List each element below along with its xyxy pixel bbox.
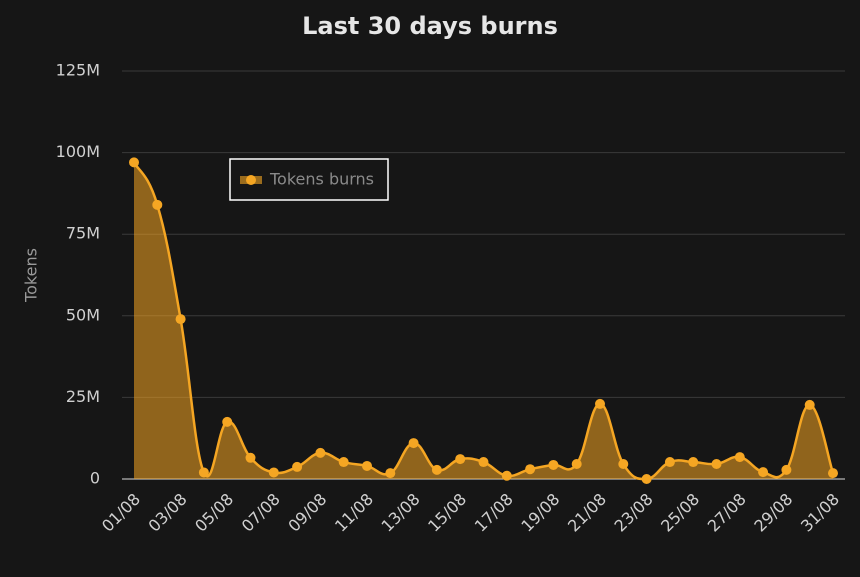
x-tick-label: 21/08 bbox=[564, 490, 610, 536]
point bbox=[688, 457, 699, 468]
point bbox=[618, 458, 629, 469]
point bbox=[595, 398, 605, 409]
x-tick-label: 11/08 bbox=[331, 490, 377, 536]
point bbox=[734, 452, 745, 463]
point bbox=[129, 157, 139, 168]
point bbox=[175, 314, 186, 325]
point bbox=[198, 467, 209, 478]
x-tick-label: 25/08 bbox=[657, 490, 703, 536]
point bbox=[385, 468, 396, 479]
x-tick-label: 15/08 bbox=[424, 490, 470, 536]
point bbox=[828, 468, 838, 479]
x-tick-label: 07/08 bbox=[238, 490, 284, 536]
point bbox=[292, 461, 303, 472]
x-tick-label: 13/08 bbox=[378, 490, 424, 536]
y-tick-label: 125M bbox=[56, 61, 100, 80]
chart-title: Last 30 days burns bbox=[302, 12, 558, 40]
x-tick-label: 19/08 bbox=[517, 490, 563, 536]
y-tick-label: 100M bbox=[56, 142, 100, 161]
y-tick-label: 75M bbox=[66, 224, 100, 243]
point bbox=[781, 464, 792, 475]
legend-label: Tokens burns bbox=[269, 170, 374, 189]
point bbox=[641, 474, 652, 484]
point bbox=[408, 438, 419, 449]
point bbox=[268, 467, 279, 478]
y-axis-label: Tokens bbox=[22, 248, 41, 303]
legend: Tokens burns bbox=[229, 158, 389, 201]
point bbox=[548, 459, 559, 470]
point bbox=[804, 399, 815, 410]
point bbox=[711, 458, 722, 469]
x-tick-label: 23/08 bbox=[611, 490, 657, 536]
x-tick-label: 05/08 bbox=[191, 490, 237, 536]
point bbox=[431, 464, 442, 475]
x-tick-label: 01/08 bbox=[98, 490, 144, 536]
x-tick-label: 27/08 bbox=[704, 490, 750, 536]
point bbox=[245, 452, 256, 463]
x-tick-label: 09/08 bbox=[284, 490, 330, 536]
point bbox=[315, 447, 326, 458]
point bbox=[455, 454, 466, 465]
point bbox=[478, 457, 489, 468]
point bbox=[571, 458, 582, 469]
point bbox=[664, 457, 675, 468]
point bbox=[362, 460, 372, 471]
y-tick-label: 50M bbox=[66, 305, 100, 324]
line bbox=[132, 161, 835, 481]
x-tick-label: 29/08 bbox=[750, 490, 796, 536]
legend-marker bbox=[246, 175, 256, 185]
y-tick-label: 0 bbox=[90, 469, 100, 488]
area bbox=[134, 162, 833, 480]
point bbox=[758, 467, 769, 478]
point bbox=[525, 464, 536, 475]
point bbox=[152, 199, 163, 210]
x-tick-label: 17/08 bbox=[471, 490, 517, 536]
x-tick-label: 31/08 bbox=[797, 490, 843, 536]
point bbox=[338, 457, 349, 468]
x-tick-label: 03/08 bbox=[145, 490, 191, 536]
y-tick-label: 25M bbox=[66, 387, 100, 406]
point bbox=[501, 470, 512, 481]
point bbox=[222, 416, 233, 427]
